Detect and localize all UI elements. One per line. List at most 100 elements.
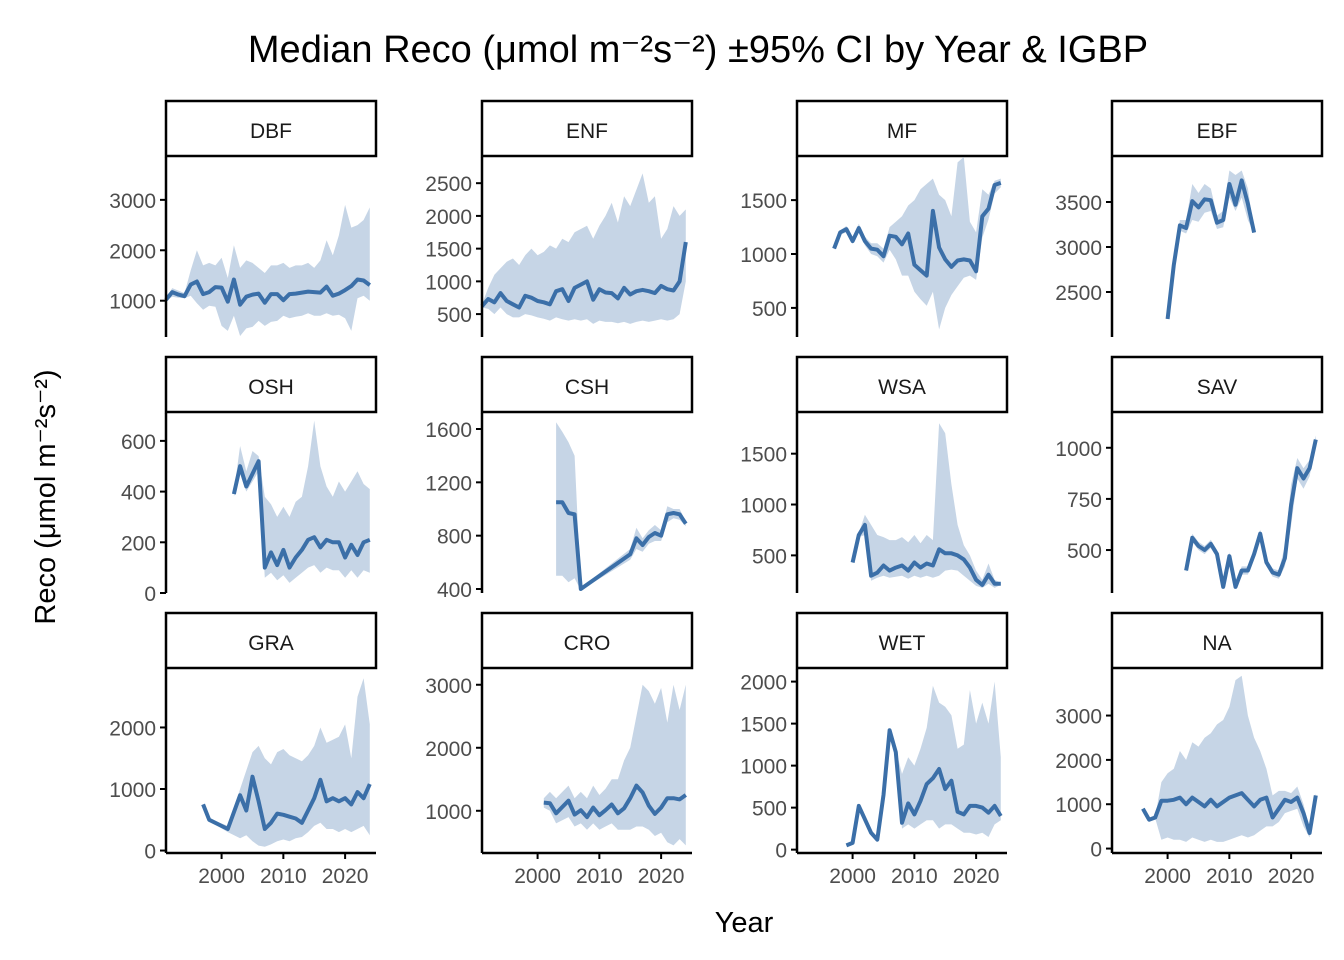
- strip-box: [795, 611, 1009, 670]
- strip-label: OSH: [248, 376, 294, 399]
- y-tick-label: 500: [752, 545, 787, 568]
- y-tick-label: 2000: [109, 240, 156, 263]
- x-tick-label: 2020: [322, 865, 369, 888]
- median-line: [832, 181, 1002, 278]
- panel-mf: MF 500 1000 1500: [740, 99, 1009, 337]
- y-tick-label: 2000: [109, 717, 156, 740]
- panel-osh: OSH 0 200 400 600: [121, 355, 378, 606]
- strip-label: EBF: [1197, 120, 1238, 143]
- panel-gra: GRA 0 1000 2000 2000 2010 2020: [109, 611, 378, 888]
- panel-wet: WET 0 500 1000 1500 2000 2000 2010 2020: [740, 611, 1009, 888]
- y-tick-label: 2000: [740, 672, 787, 695]
- y-tick-label: 3000: [1055, 706, 1102, 729]
- strip-label: SAV: [1197, 376, 1237, 399]
- y-tick-label: 3500: [1055, 192, 1102, 215]
- y-tick-label: 1500: [425, 239, 472, 262]
- strip-label: DBF: [250, 120, 292, 143]
- y-tick-label: 1500: [740, 444, 787, 467]
- y-tick-label: 750: [1067, 489, 1102, 512]
- ci-ribbon: [834, 157, 1001, 330]
- panel-na: NA 0 1000 2000 3000 2000 2010 2020: [1055, 611, 1324, 888]
- x-tick-label: 2000: [829, 865, 876, 888]
- x-tick-label: 2010: [260, 865, 307, 888]
- strip-box: [1110, 99, 1324, 158]
- strip-label: ENF: [566, 120, 608, 143]
- median-line: [480, 241, 688, 310]
- median-line: [1165, 178, 1257, 320]
- ci-ribbon: [1142, 675, 1316, 842]
- y-tick-label: 1000: [1055, 794, 1102, 817]
- strip-box: [1110, 611, 1324, 670]
- ci-ribbon: [1167, 170, 1255, 319]
- panel-enf: ENF 500 1000 1500 2000 2500: [425, 99, 694, 337]
- y-tick-label: 1000: [740, 244, 787, 267]
- median-line: [543, 783, 687, 820]
- y-tick-label: 1000: [740, 756, 787, 779]
- strip-label: GRA: [248, 632, 294, 655]
- y-tick-label: 2000: [1055, 750, 1102, 773]
- ci-ribbon: [543, 684, 686, 846]
- panel-sav: SAV 500 750 1000: [1055, 355, 1324, 593]
- median-line: [845, 728, 1003, 848]
- y-tick-label: 400: [437, 579, 472, 602]
- y-tick-label: 0: [1090, 839, 1102, 862]
- strip-box: [795, 99, 1009, 158]
- ci-ribbon: [233, 420, 370, 583]
- panel-dbf: DBF 1000 2000 3000: [109, 99, 378, 337]
- y-tick-label: 500: [1067, 540, 1102, 563]
- x-tick-label: 2000: [198, 865, 245, 888]
- ci-ribbon: [846, 681, 1001, 847]
- x-tick-label: 2000: [514, 865, 561, 888]
- median-line: [556, 500, 688, 591]
- y-tick-label: 1600: [425, 419, 472, 442]
- x-tick-label: 2010: [576, 865, 623, 888]
- chart-title: Median Reco (μmol m⁻²s⁻²) ±95% CI by Yea…: [248, 29, 1148, 71]
- strip-box: [795, 355, 1009, 414]
- y-tick-label: 0: [144, 583, 156, 606]
- strip-label: CRO: [564, 632, 611, 655]
- median-line: [850, 522, 1001, 587]
- panel-cro: CRO 1000 2000 3000 2000 2010 2020: [425, 611, 694, 888]
- y-tick-label: 500: [437, 304, 472, 327]
- y-tick-label: 1000: [1055, 438, 1102, 461]
- y-tick-label: 1000: [425, 271, 472, 294]
- ci-ribbon: [852, 423, 1001, 588]
- y-tick-label: 1500: [740, 714, 787, 737]
- y-tick-label: 500: [752, 298, 787, 321]
- strip-label: WSA: [878, 376, 926, 399]
- strip-box: [164, 99, 378, 158]
- x-axis-title: Year: [715, 907, 774, 939]
- ci-ribbon: [166, 204, 370, 336]
- y-tick-label: 2500: [1055, 282, 1102, 305]
- y-tick-label: 1500: [740, 190, 787, 213]
- y-tick-label: 3000: [1055, 237, 1102, 260]
- panel-ebf: EBF 2500 3000 3500: [1055, 99, 1324, 337]
- x-tick-label: 2010: [891, 865, 938, 888]
- ci-ribbon: [482, 173, 686, 324]
- y-tick-label: 2000: [425, 738, 472, 761]
- facet-panels: DBF 1000 2000 3000 ENF 500 1000 1500 2000 2500 MF 5…: [109, 99, 1324, 888]
- strip-box: [164, 611, 378, 670]
- y-tick-label: 2500: [425, 173, 472, 196]
- median-line: [201, 774, 372, 831]
- strip-box: [1110, 355, 1324, 414]
- y-tick-label: 500: [752, 798, 787, 821]
- x-tick-label: 2000: [1144, 865, 1191, 888]
- median-line: [1141, 791, 1318, 835]
- y-tick-label: 3000: [425, 675, 472, 698]
- y-tick-label: 600: [121, 431, 156, 454]
- median-line: [1184, 439, 1318, 589]
- y-axis-title: Reco (μmol m⁻²s⁻²): [30, 369, 62, 624]
- y-tick-label: 1000: [109, 291, 156, 314]
- median-line: [164, 277, 371, 307]
- y-tick-label: 0: [144, 841, 156, 864]
- strip-box: [480, 611, 694, 670]
- panel-wsa: WSA 500 1000 1500: [740, 355, 1009, 593]
- y-tick-label: 0: [775, 840, 787, 863]
- y-tick-label: 2000: [425, 206, 472, 229]
- strip-label: MF: [887, 120, 917, 143]
- strip-label: CSH: [565, 376, 609, 399]
- y-tick-label: 3000: [109, 190, 156, 213]
- x-tick-label: 2020: [1268, 865, 1315, 888]
